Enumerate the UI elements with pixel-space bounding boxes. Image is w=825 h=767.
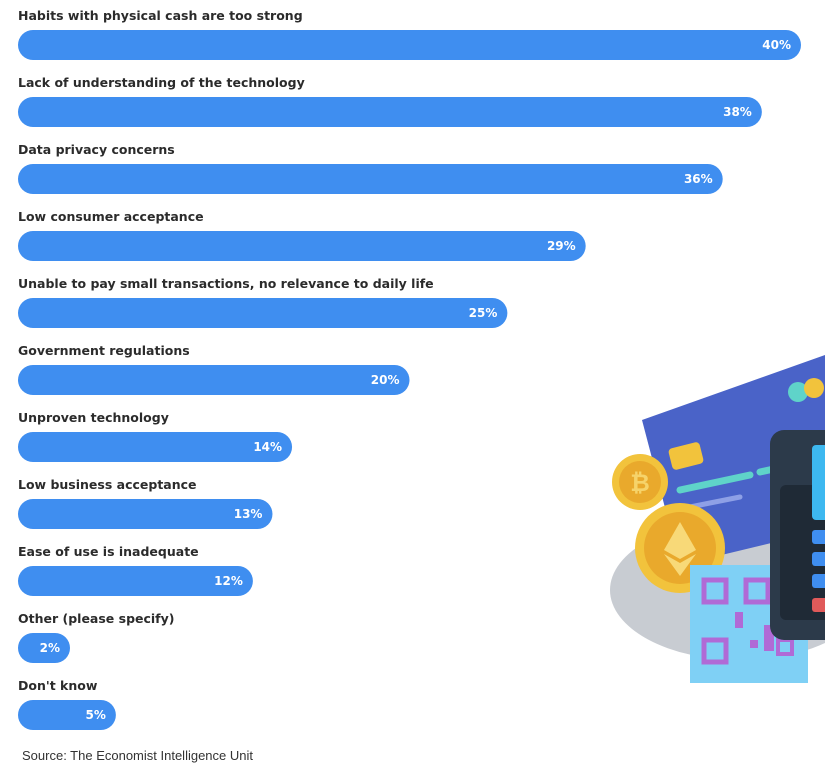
- bar: [18, 30, 801, 60]
- category-label: Other (please specify): [18, 611, 174, 626]
- category-label: Ease of use is inadequate: [18, 544, 199, 559]
- payment-terminal-icon: [770, 430, 825, 640]
- value-label: 13%: [234, 507, 263, 521]
- value-label: 12%: [214, 574, 243, 588]
- bar: [18, 97, 762, 127]
- payment-illustration: ₿: [610, 355, 825, 683]
- value-label: 14%: [253, 440, 282, 454]
- value-label: 5%: [86, 708, 106, 722]
- category-label: Low business acceptance: [18, 477, 197, 492]
- bar: [18, 365, 410, 395]
- bar: [18, 432, 293, 462]
- category-label: Low consumer acceptance: [18, 209, 204, 224]
- value-label: 29%: [547, 239, 576, 253]
- bar: [18, 566, 253, 596]
- value-label: 20%: [371, 373, 400, 387]
- bar: [18, 298, 508, 328]
- bar: [18, 633, 70, 663]
- value-label: 36%: [684, 172, 713, 186]
- bar: [18, 700, 116, 730]
- value-label: 2%: [40, 641, 60, 655]
- category-label: Don't know: [18, 678, 98, 693]
- category-label: Habits with physical cash are too strong: [18, 8, 303, 23]
- bar: [18, 499, 273, 529]
- category-label: Unproven technology: [18, 410, 169, 425]
- category-label: Data privacy concerns: [18, 142, 175, 157]
- value-label: 38%: [723, 105, 752, 119]
- value-label: 25%: [469, 306, 498, 320]
- bar-chart: Habits with physical cash are too strong…: [18, 8, 801, 730]
- bitcoin-coin-icon: ₿: [612, 454, 668, 510]
- category-label: Unable to pay small transactions, no rel…: [18, 276, 434, 291]
- category-label: Government regulations: [18, 343, 190, 358]
- bar: [18, 231, 586, 261]
- bar: [18, 164, 723, 194]
- value-label: 40%: [762, 38, 791, 52]
- category-label: Lack of understanding of the technology: [18, 75, 305, 90]
- source-note: Source: The Economist Intelligence Unit: [22, 748, 253, 763]
- svg-text:₿: ₿: [630, 469, 650, 497]
